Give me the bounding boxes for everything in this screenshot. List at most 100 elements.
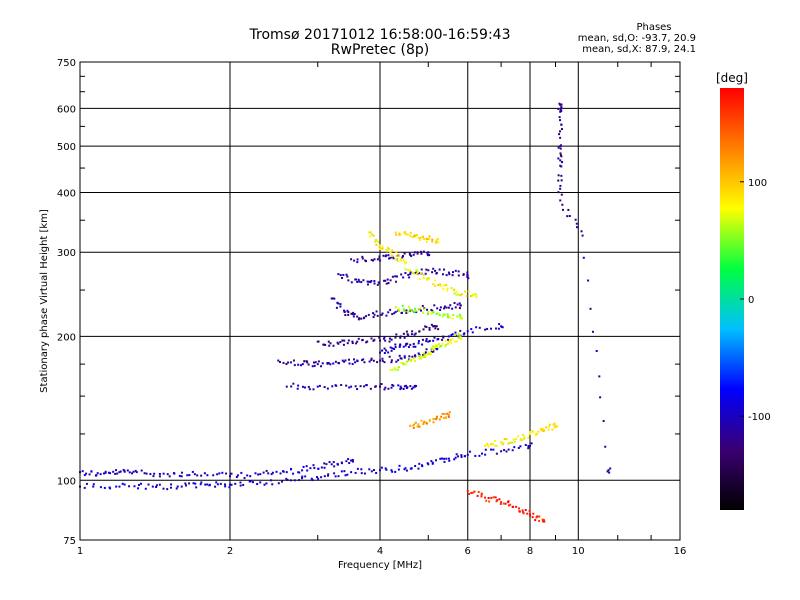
data-point: [180, 485, 183, 488]
data-point: [296, 387, 299, 390]
data-point: [416, 425, 419, 428]
data-point: [363, 316, 366, 319]
data-point: [531, 429, 534, 432]
data-point: [402, 259, 405, 262]
data-point: [495, 452, 498, 455]
data-point: [342, 273, 345, 276]
data-point: [372, 339, 375, 342]
data-point: [453, 288, 456, 291]
data-point: [528, 509, 531, 512]
data-point: [413, 310, 416, 313]
data-point: [327, 340, 330, 343]
data-point: [493, 439, 496, 442]
data-point: [495, 444, 498, 447]
data-point: [229, 483, 231, 486]
data-point: [560, 106, 563, 109]
data-point: [400, 387, 403, 390]
data-point: [257, 473, 260, 476]
data-point: [512, 438, 515, 441]
colorbar-tick-label: 100: [748, 178, 767, 189]
data-point: [454, 333, 457, 336]
data-point: [367, 313, 370, 316]
data-point: [399, 344, 402, 347]
data-point: [408, 269, 411, 272]
data-point: [308, 388, 311, 391]
data-point: [447, 340, 450, 343]
data-point: [395, 258, 398, 261]
data-point: [404, 272, 407, 275]
data-point: [168, 475, 171, 478]
data-point: [517, 507, 520, 510]
data-point: [162, 472, 165, 475]
data-point: [155, 484, 158, 487]
data-point: [433, 304, 436, 307]
data-point: [442, 287, 445, 290]
data-point: [409, 309, 412, 312]
data-point: [448, 459, 451, 462]
data-point: [225, 472, 228, 475]
data-point: [458, 307, 461, 310]
data-point: [385, 282, 388, 285]
data-point: [555, 425, 558, 428]
data-point: [460, 454, 463, 457]
data-point: [587, 279, 590, 282]
data-point: [298, 471, 301, 474]
data-point: [436, 238, 439, 241]
data-point: [441, 315, 444, 318]
data-point: [403, 310, 406, 313]
data-point: [317, 467, 320, 470]
data-point: [365, 315, 368, 318]
data-point: [458, 313, 461, 316]
data-point: [350, 312, 353, 315]
data-point: [376, 314, 379, 317]
data-point: [468, 492, 471, 495]
data-point: [432, 421, 435, 424]
data-point: [389, 369, 392, 372]
data-point: [444, 345, 447, 348]
data-point: [406, 386, 409, 389]
data-point: [561, 208, 564, 211]
data-point: [355, 342, 358, 345]
data-point: [425, 340, 428, 343]
data-point: [204, 483, 207, 486]
data-point: [425, 325, 428, 328]
data-point: [553, 426, 556, 429]
data-point: [447, 338, 450, 341]
data-point: [169, 486, 172, 489]
data-point: [323, 386, 326, 389]
data-point: [413, 251, 416, 254]
data-point: [427, 351, 430, 354]
data-point: [239, 484, 242, 487]
data-point: [267, 472, 270, 475]
data-point: [418, 239, 421, 242]
data-point: [406, 342, 409, 345]
data-point: [412, 424, 415, 427]
data-point: [409, 254, 412, 257]
data-point: [481, 452, 484, 455]
phase-stats-o: mean, sd,O: -93.7, 20.9: [577, 33, 696, 44]
data-point: [513, 440, 516, 443]
data-point: [422, 276, 425, 279]
data-point: [420, 309, 423, 312]
data-point: [391, 470, 394, 473]
data-point: [316, 385, 319, 388]
data-point: [428, 237, 431, 240]
data-point: [559, 184, 562, 187]
data-point: [445, 457, 448, 460]
data-point: [196, 474, 199, 477]
data-point: [414, 271, 417, 274]
data-point: [427, 269, 430, 272]
data-point: [451, 274, 454, 277]
data-point: [434, 325, 437, 328]
data-point: [382, 254, 385, 257]
data-point: [436, 344, 439, 347]
data-point: [314, 361, 317, 364]
data-point: [451, 317, 454, 320]
data-point: [391, 368, 394, 371]
chart-subtitle: RwPretec (8p): [330, 42, 430, 58]
data-point: [443, 268, 446, 271]
data-point: [304, 475, 307, 478]
data-point: [413, 234, 416, 237]
data-point: [371, 233, 374, 236]
data-point: [402, 276, 405, 279]
